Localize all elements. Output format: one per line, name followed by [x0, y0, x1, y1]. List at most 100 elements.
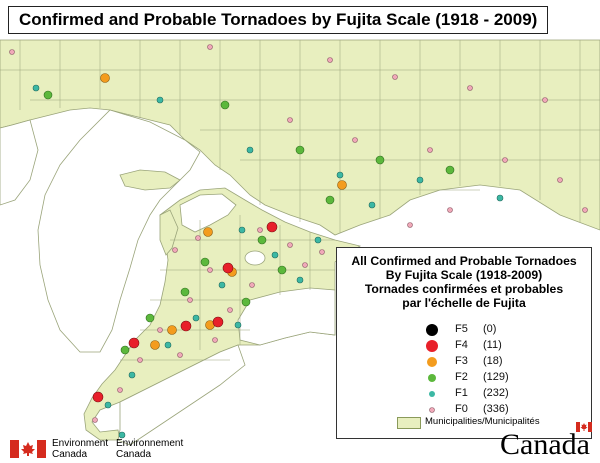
point-f0 — [157, 327, 163, 333]
point-f1 — [336, 171, 344, 179]
canada-flag-icon — [10, 440, 46, 458]
point-f1 — [416, 176, 424, 184]
point-f0 — [327, 57, 333, 63]
point-f2 — [445, 165, 455, 175]
point-f1 — [296, 276, 304, 284]
legend-count: (232) — [483, 387, 509, 399]
point-f2 — [180, 287, 190, 297]
point-f0 — [172, 247, 178, 253]
tornado-points — [9, 44, 588, 439]
point-f1 — [368, 201, 376, 209]
legend-label: F4 — [455, 339, 468, 351]
legend-symbol-f1 — [429, 391, 435, 397]
point-f2 — [277, 265, 287, 275]
point-f0 — [287, 117, 293, 123]
point-f0 — [467, 85, 473, 91]
legend-label: F3 — [455, 355, 468, 367]
bruce-peninsula — [159, 209, 179, 256]
legend-heading-line: par l'échelle de Fujita — [402, 296, 526, 310]
point-f3 — [150, 340, 160, 350]
point-f2 — [220, 100, 230, 110]
point-f0 — [319, 249, 325, 255]
point-f1 — [496, 194, 504, 202]
georgian-bay — [179, 193, 237, 233]
point-f1 — [32, 84, 40, 92]
point-f2 — [120, 345, 130, 355]
point-f1 — [128, 371, 136, 379]
legend-label: F1 — [455, 387, 468, 399]
point-f0 — [249, 282, 255, 288]
wordmark-flag-icon — [576, 422, 592, 432]
point-f1 — [118, 431, 126, 439]
legend: All Confirmed and Probable Tornadoes By … — [336, 247, 592, 439]
point-f2 — [295, 145, 305, 155]
legend-label: F5 — [455, 323, 468, 335]
point-f0 — [302, 262, 308, 268]
point-f0 — [187, 297, 193, 303]
point-f0 — [427, 147, 433, 153]
point-f4 — [128, 337, 140, 349]
canada-wordmark: Canada — [500, 422, 592, 462]
point-f0 — [582, 207, 588, 213]
point-f1 — [246, 146, 254, 154]
point-f1 — [314, 236, 322, 244]
lake-erie — [117, 344, 246, 446]
municipality-label: Municipalities/Municipalités — [425, 416, 540, 427]
point-f1 — [156, 96, 164, 104]
point-f0 — [92, 417, 98, 423]
legend-label: F0 — [455, 403, 468, 415]
legend-symbol-f2 — [428, 374, 436, 382]
point-f3 — [167, 325, 177, 335]
point-f0 — [542, 97, 548, 103]
point-f3 — [203, 227, 213, 237]
point-f1 — [234, 321, 242, 329]
point-f4 — [266, 221, 278, 233]
point-f0 — [352, 137, 358, 143]
point-f0 — [9, 49, 15, 55]
municipality-swatch — [397, 417, 421, 429]
department-en-line: Canada — [52, 449, 88, 460]
point-f0 — [447, 207, 453, 213]
department-fr-line: Environnement — [116, 438, 184, 449]
point-f0 — [177, 352, 183, 358]
point-f0 — [557, 177, 563, 183]
point-f4 — [180, 320, 192, 332]
point-f2 — [241, 297, 251, 307]
point-f2 — [200, 257, 210, 267]
point-f2 — [43, 90, 53, 100]
point-f4 — [212, 316, 224, 328]
legend-count: (129) — [483, 371, 509, 383]
department-name-fr: Environnement Canada — [116, 438, 183, 460]
lake-simcoe — [244, 250, 266, 266]
point-f0 — [207, 267, 213, 273]
legend-symbol-f5 — [426, 324, 438, 336]
point-f1 — [192, 314, 200, 322]
point-f2 — [145, 313, 155, 323]
point-f0 — [407, 222, 413, 228]
legend-symbol-f0 — [429, 407, 435, 413]
point-f0 — [257, 227, 263, 233]
legend-heading-line: Tornades confirmées et probables — [364, 282, 564, 296]
point-f2 — [257, 235, 267, 245]
point-f4 — [222, 262, 234, 274]
point-f3 — [100, 73, 110, 83]
point-f0 — [137, 357, 143, 363]
point-f0 — [207, 44, 213, 50]
point-f0 — [502, 157, 508, 163]
legend-symbol-f3 — [427, 357, 437, 367]
point-f0 — [227, 307, 233, 313]
department-name-en: Environment Canada — [52, 438, 108, 460]
point-f3 — [337, 180, 347, 190]
legend-symbol-f4 — [426, 340, 438, 352]
point-f1 — [218, 281, 226, 289]
legend-count: (18) — [483, 355, 503, 367]
point-f1 — [271, 251, 279, 259]
point-f4 — [92, 391, 104, 403]
point-f0 — [212, 337, 218, 343]
department-fr-line: Canada — [116, 449, 152, 460]
map-title: Confirmed and Probable Tornadoes by Fuji… — [8, 6, 549, 34]
legend-count: (11) — [483, 339, 502, 351]
municipal-boundaries — [0, 40, 600, 361]
legend-heading: All Confirmed and Probable Tornadoes By … — [337, 254, 591, 310]
